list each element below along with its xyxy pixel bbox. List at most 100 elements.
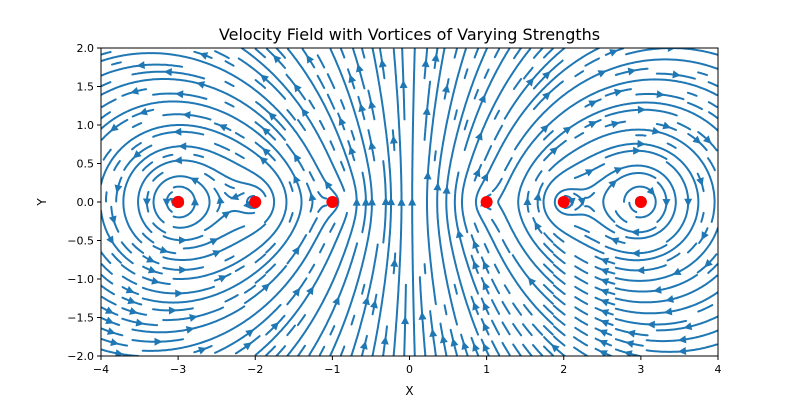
streamline-arrow <box>588 100 598 108</box>
streamline-arrow <box>703 135 712 144</box>
streamline <box>463 48 511 151</box>
streamline-arrow <box>692 135 702 144</box>
streamline-arrow <box>421 58 430 68</box>
y-tick-label: 0.5 <box>77 158 95 171</box>
streamline <box>265 242 276 254</box>
x-axis-label: X <box>405 384 413 398</box>
streamline-arrow <box>272 54 282 64</box>
streamline <box>350 314 356 326</box>
streamline <box>275 48 286 59</box>
x-tick-label: −2 <box>247 363 263 376</box>
streamline-arrow <box>667 48 676 53</box>
streamline <box>504 157 513 172</box>
streamline-arrow <box>540 124 549 134</box>
streamline <box>182 225 246 250</box>
streamline <box>542 304 554 315</box>
streamline-arrow <box>600 288 610 297</box>
streamline <box>453 109 458 121</box>
streamline-arrow <box>600 278 610 286</box>
streamline-arrow <box>600 319 610 328</box>
streamline-arrow <box>600 267 610 276</box>
streamline-arrow <box>293 83 302 93</box>
streamline-arrow <box>472 168 481 178</box>
streamline-arrow <box>368 141 377 150</box>
streamline <box>676 122 692 131</box>
streamline <box>697 71 708 77</box>
streamline <box>574 265 589 275</box>
streamline <box>584 191 596 199</box>
streamline <box>101 284 115 296</box>
streamline-arrow <box>243 342 252 351</box>
streamline-arrow <box>216 195 225 205</box>
y-tick-label: 1.0 <box>77 119 95 132</box>
streamline <box>534 170 543 182</box>
streamline-arrow <box>610 237 620 245</box>
streamline-arrow <box>104 306 114 314</box>
streamline-arrow <box>677 335 687 344</box>
streamline <box>513 77 523 90</box>
streamline <box>204 209 256 232</box>
streamline <box>574 285 589 295</box>
streamline <box>574 316 589 326</box>
streamline <box>329 222 336 233</box>
streamline <box>552 284 566 295</box>
streamline <box>574 255 589 264</box>
vortex-marker <box>557 196 570 208</box>
streamline <box>371 48 393 356</box>
streamline <box>573 346 588 356</box>
streamline <box>254 48 266 59</box>
streamline <box>204 172 215 181</box>
streamline-arrow <box>429 328 438 338</box>
streamline <box>326 93 336 110</box>
streamline <box>543 48 554 59</box>
streamline-arrow <box>401 316 410 325</box>
streamline <box>137 159 267 234</box>
streamline <box>552 304 566 316</box>
streamline-arrow <box>189 314 198 322</box>
streamline-arrow <box>261 283 270 292</box>
streamline <box>453 283 458 295</box>
streamline <box>463 119 469 131</box>
streamline <box>101 98 117 108</box>
streamline-arrow <box>358 103 367 113</box>
streamline-arrow <box>418 311 427 320</box>
streamline <box>543 345 554 356</box>
streamline <box>340 48 346 59</box>
streamline <box>120 264 136 275</box>
vortex-marker <box>249 196 262 208</box>
streamline-arrow <box>306 54 315 64</box>
streamline <box>491 278 501 295</box>
streamline-arrow <box>677 347 687 355</box>
streamline <box>101 274 114 285</box>
streamline <box>574 306 589 316</box>
streamline <box>483 145 493 161</box>
streamline-arrow <box>611 120 620 129</box>
streamline-arrow <box>600 298 610 307</box>
streamline-arrow <box>482 281 491 291</box>
streamline-arrow <box>542 91 551 101</box>
streamline <box>340 99 346 110</box>
streamline-arrow <box>399 79 408 89</box>
streamline-arrow <box>609 49 619 57</box>
streamline <box>131 142 142 151</box>
streamline <box>707 81 718 87</box>
streamline-arrow <box>142 198 151 207</box>
streamline <box>234 265 245 272</box>
chart-title: Velocity Field with Vortices of Varying … <box>219 25 600 44</box>
streamline <box>708 111 718 120</box>
streamline-arrow <box>291 246 300 256</box>
streamline-arrow <box>106 327 116 335</box>
streamline-arrow <box>625 340 635 348</box>
x-tick-label: 0 <box>406 363 413 376</box>
streamline-arrow <box>218 124 228 132</box>
streamline <box>297 344 306 356</box>
streamline-arrow <box>608 179 617 189</box>
streamline-arrow <box>197 346 207 355</box>
streamline-arrow <box>637 139 646 148</box>
streamline <box>308 263 316 274</box>
streamline <box>553 335 566 347</box>
streamline-arrow <box>109 123 119 132</box>
y-tick-label: 1.5 <box>77 81 95 94</box>
streamline-arrow <box>623 350 633 356</box>
streamline-arrow <box>196 81 206 89</box>
